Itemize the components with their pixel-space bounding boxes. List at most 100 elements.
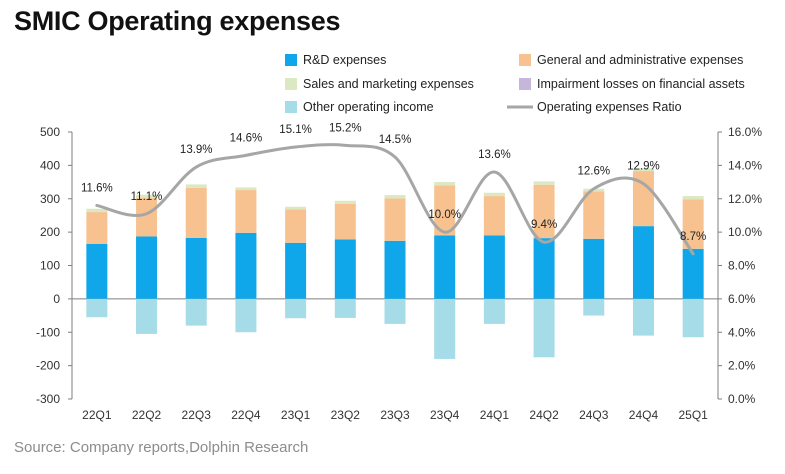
x-tick-label: 22Q1 [82,408,112,422]
ratio-data-label: 15.1% [279,124,312,136]
source-note: Source: Company reports,Dolphin Research [14,439,309,456]
legend-label-other: Other operating income [303,100,434,114]
y-right-tick-label: 10.0% [728,225,762,239]
bar-ga [583,191,605,239]
bar-ga [136,198,158,237]
ratio-data-label: 14.6% [230,132,263,144]
ratio-data-label: 13.6% [478,149,511,161]
bar-other [235,298,257,333]
y-right-tick-label: 16.0% [728,125,762,139]
bar-ga [384,198,406,241]
ratio-data-label: 15.2% [329,122,362,134]
bar-rd [384,240,406,299]
ratio-line-group: 11.6% 11.1% 13.9% 14.6% 15.1% 15.2% 14.5% 10.0%… [81,122,706,256]
bar-rd [632,226,654,299]
bar-ga [434,185,456,236]
x-tick-label: 24Q3 [579,408,609,422]
legend-label-rd: R&D expenses [303,53,386,67]
ratio-data-label: 11.6% [81,182,113,194]
bar-rd [136,236,158,299]
x-tick-label: 25Q1 [678,408,708,422]
y-left-tick-label: 0 [53,292,60,306]
bar-other [384,298,406,324]
bar-sm [185,184,207,188]
bar-rd [434,235,456,299]
ratio-line [95,143,695,256]
bar-ga [483,196,505,236]
ratio-data-label: 14.5% [379,134,412,146]
y-left-tick-label: 400 [40,158,60,172]
bar-rd [533,238,555,299]
ratio-data-label: 8.7% [680,231,706,243]
ratio-data-label: 12.9% [627,161,660,173]
legend-swatch-other [285,101,297,113]
bar-other [583,298,605,316]
x-tick-label: 23Q3 [380,408,410,422]
x-tick-label: 23Q4 [430,408,460,422]
y-left-tick-label: 200 [40,225,60,239]
ratio-data-label: 9.4% [531,219,557,231]
bar-sm [285,206,307,210]
bar-other [136,298,158,334]
bar-sm [86,208,108,213]
y-left-tick-label: -300 [36,392,60,406]
bar-other [632,298,654,336]
x-tick-label: 24Q2 [529,408,559,422]
bar-ga [533,184,555,239]
bar-sm [384,195,406,199]
bar-rd [583,238,605,299]
bar-sm [434,182,456,186]
bar-other [682,298,704,338]
bar-rd [235,232,257,299]
bar-ga [185,187,207,238]
bar-ga [334,203,356,240]
x-tick-label: 22Q3 [182,408,212,422]
bar-rd [185,237,207,299]
bar-sm [235,187,257,191]
ratio-data-label: 13.9% [180,144,213,156]
bar-sm [483,192,505,197]
y-right-tick-label: 4.0% [728,325,756,339]
legend-label-impair: Impairment losses on financial assets [537,77,745,91]
bar-sm [533,181,555,185]
y-right-tick-label: 14.0% [728,158,762,172]
axes: 500 400 300 200 100 0 -100 -200 -300 16.0% 14.0% 12… [36,125,762,406]
bar-other [285,298,307,319]
y-left-tick-label: 100 [40,259,60,273]
bar-ga [682,199,704,249]
legend-swatch-rd [285,54,297,66]
legend-label-ratio: Operating expenses Ratio [537,100,682,114]
y-right-tick-label: 0.0% [728,392,756,406]
legend: R&D expenses General and administrative e… [285,53,745,114]
ratio-data-label: 10.0% [428,209,461,221]
x-tick-label: 23Q1 [281,408,311,422]
bar-ga [632,171,654,227]
bar-sm [682,196,704,200]
bar-sm [632,168,654,172]
y-right-tick-label: 6.0% [728,292,756,306]
x-tick-label: 23Q2 [331,408,361,422]
legend-swatch-impair [519,78,531,90]
y-left-tick-label: -100 [36,325,60,339]
y-right-tick-label: 8.0% [728,259,756,273]
bar-rd [86,243,108,299]
ratio-data-label: 11.1% [131,191,163,203]
legend-swatch-sm [285,78,297,90]
y-left-tick-label: -200 [36,359,60,373]
bar-ga [86,212,108,244]
bar-other [334,298,356,318]
bar-sm [136,194,158,199]
bar-other [483,298,505,324]
legend-label-sm: Sales and marketing expenses [303,77,474,91]
bar-rd [483,235,505,299]
bar-ga [235,190,257,233]
x-axis-labels: 22Q1 22Q2 22Q3 22Q4 23Q1 23Q2 23Q3 23Q4 24Q1 24Q2… [82,408,708,422]
bar-rd [285,242,307,299]
bar-sm [334,200,356,204]
bar-other [86,298,108,318]
bars [86,168,704,359]
x-tick-label: 22Q2 [132,408,162,422]
bar-ga [285,209,307,243]
bar-other [185,298,207,326]
y-left-tick-label: 300 [40,192,60,206]
